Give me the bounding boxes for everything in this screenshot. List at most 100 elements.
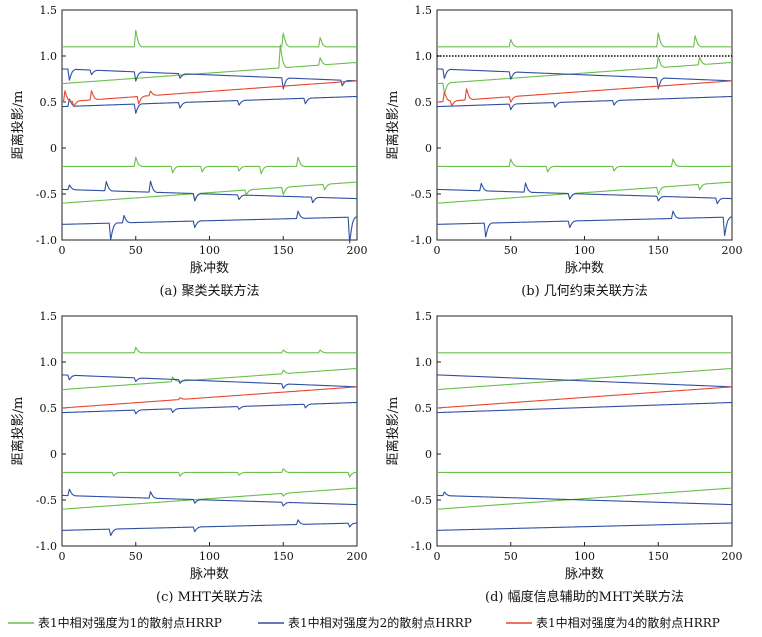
y-tick-label: 0.5 [415, 402, 433, 415]
series-line-b3 [61, 488, 358, 507]
y-tick-label: 1.5 [40, 4, 58, 17]
y-tick-label: -1.0 [36, 234, 57, 247]
x-tick-label: 150 [648, 244, 669, 257]
x-axis-title: 脉冲数 [565, 567, 604, 582]
y-tick-label: -1.0 [411, 540, 432, 553]
panel-caption: (d) 幅度信息辅助的MHT关联方法 [485, 589, 684, 605]
x-axis-title: 脉冲数 [190, 567, 229, 582]
y-tick-label: 0 [50, 142, 57, 155]
y-axis-title: 距离投影/m [10, 91, 26, 160]
series-line-g3 [62, 156, 357, 175]
x-tick-label: 0 [59, 244, 66, 257]
y-tick-label: 1.5 [415, 4, 433, 17]
x-tick-label: 200 [722, 244, 743, 257]
series-line-g4 [436, 181, 733, 204]
y-tick-label: -0.5 [36, 188, 57, 201]
x-tick-label: 0 [434, 550, 441, 563]
x-tick-label: 100 [574, 244, 595, 257]
x-tick-label: 0 [434, 244, 441, 257]
panel-caption: (b) 几何约束关联方法 [521, 283, 648, 299]
series-line-g1 [62, 29, 357, 48]
y-tick-label: 0 [50, 448, 57, 461]
x-tick-label: 50 [504, 550, 518, 563]
legend: 表1中相对强度为1的散射点HRRP 表1中相对强度为2的散射点HRRP 表1中相对强… [8, 615, 720, 630]
series-line-b1 [61, 374, 358, 390]
x-tick-label: 100 [199, 244, 220, 257]
series-line-b2 [61, 95, 358, 114]
x-axis-title: 脉冲数 [565, 261, 604, 276]
y-tick-label: 0.5 [40, 96, 58, 109]
y-tick-label: 1.0 [40, 50, 58, 63]
series-line-b3 [61, 180, 358, 204]
x-tick-label: 150 [273, 550, 294, 563]
y-tick-label: -1.0 [36, 540, 57, 553]
legend-label: 表1中相对强度为1的散射点HRRP [38, 615, 222, 630]
legend-label: 表1中相对强度为2的散射点HRRP [288, 615, 472, 630]
y-axis-title: 距离投影/m [385, 397, 401, 466]
series-line-b1 [436, 68, 733, 90]
y-tick-label: 0.5 [415, 96, 433, 109]
x-tick-label: 200 [722, 550, 743, 563]
y-tick-label: 0 [425, 448, 432, 461]
series-line-b4 [61, 210, 358, 244]
y-tick-label: 1.5 [415, 310, 433, 323]
x-tick-label: 150 [648, 550, 669, 563]
series-line-b3 [436, 182, 733, 205]
y-tick-label: 0.5 [40, 402, 58, 415]
x-tick-label: 200 [347, 550, 368, 563]
plot-frame [61, 315, 358, 547]
panels: -1.0 -0.5 0 0.5 1.0 1.5 0 50 100 150 200 距离投影/m 脉冲数 (… [10, 4, 743, 605]
x-tick-label: 50 [504, 244, 518, 257]
series-line-g2 [61, 367, 358, 391]
legend-label: 表1中相对强度为4的散射点HRRP [536, 615, 720, 630]
x-axis-title: 脉冲数 [190, 261, 229, 276]
y-tick-label: -1.0 [411, 234, 432, 247]
y-axis-title: 距离投影/m [10, 397, 26, 466]
y-tick-label: 1.0 [415, 50, 433, 63]
series-line-g4 [61, 181, 358, 204]
series-line-b4 [61, 519, 358, 537]
series-line-b1 [436, 374, 733, 388]
series-line-r1 [61, 80, 358, 108]
series-line-b2 [436, 95, 733, 111]
series-line-r1 [436, 80, 733, 107]
y-tick-label: -0.5 [411, 494, 432, 507]
series-line-g4 [61, 487, 358, 510]
series-line-b1 [61, 68, 358, 90]
series-line-g2 [436, 56, 733, 95]
x-tick-label: 150 [273, 244, 294, 257]
chart-panel-1: -1.0 -0.5 0 0.5 1.0 1.5 0 50 100 150 200 距离投影/m 脉冲数 (… [10, 4, 368, 299]
y-tick-label: 0 [425, 142, 432, 155]
x-tick-label: 50 [129, 550, 143, 563]
series-line-b2 [61, 401, 358, 415]
panel-caption: (a) 聚类关联方法 [159, 283, 259, 299]
series-line-g2 [436, 367, 733, 391]
y-tick-label: 1.5 [40, 310, 58, 323]
series-line-b4 [436, 522, 733, 531]
x-tick-label: 50 [129, 244, 143, 257]
series-line-g1 [437, 32, 732, 48]
y-tick-label: 1.0 [415, 356, 433, 369]
series-line-r1 [436, 386, 733, 409]
series-line-g2 [61, 44, 358, 85]
series-line-b3 [436, 491, 733, 506]
plot-frame [436, 9, 733, 241]
series-line-b4 [436, 210, 733, 238]
series-line-g4 [436, 487, 733, 510]
x-tick-label: 0 [59, 550, 66, 563]
series-line-b2 [436, 401, 733, 414]
series-line-g3 [62, 468, 357, 478]
plot-frame [61, 9, 358, 241]
series-line-r1 [61, 386, 358, 409]
x-tick-label: 200 [347, 244, 368, 257]
x-tick-label: 100 [574, 550, 595, 563]
x-tick-label: 100 [199, 550, 220, 563]
chart-panel-4: -1.0 -0.5 0 0.5 1.0 1.5 0 50 100 150 200 距离投影/m 脉冲数 (… [385, 310, 743, 605]
series-line-g3 [437, 158, 732, 173]
plot-frame [436, 315, 733, 547]
y-tick-label: 1.0 [40, 356, 58, 369]
y-tick-label: -0.5 [411, 188, 432, 201]
chart-panel-3: -1.0 -0.5 0 0.5 1.0 1.5 0 50 100 150 200 距离投影/m 脉冲数 (… [10, 310, 368, 605]
series-line-g1 [62, 346, 357, 354]
